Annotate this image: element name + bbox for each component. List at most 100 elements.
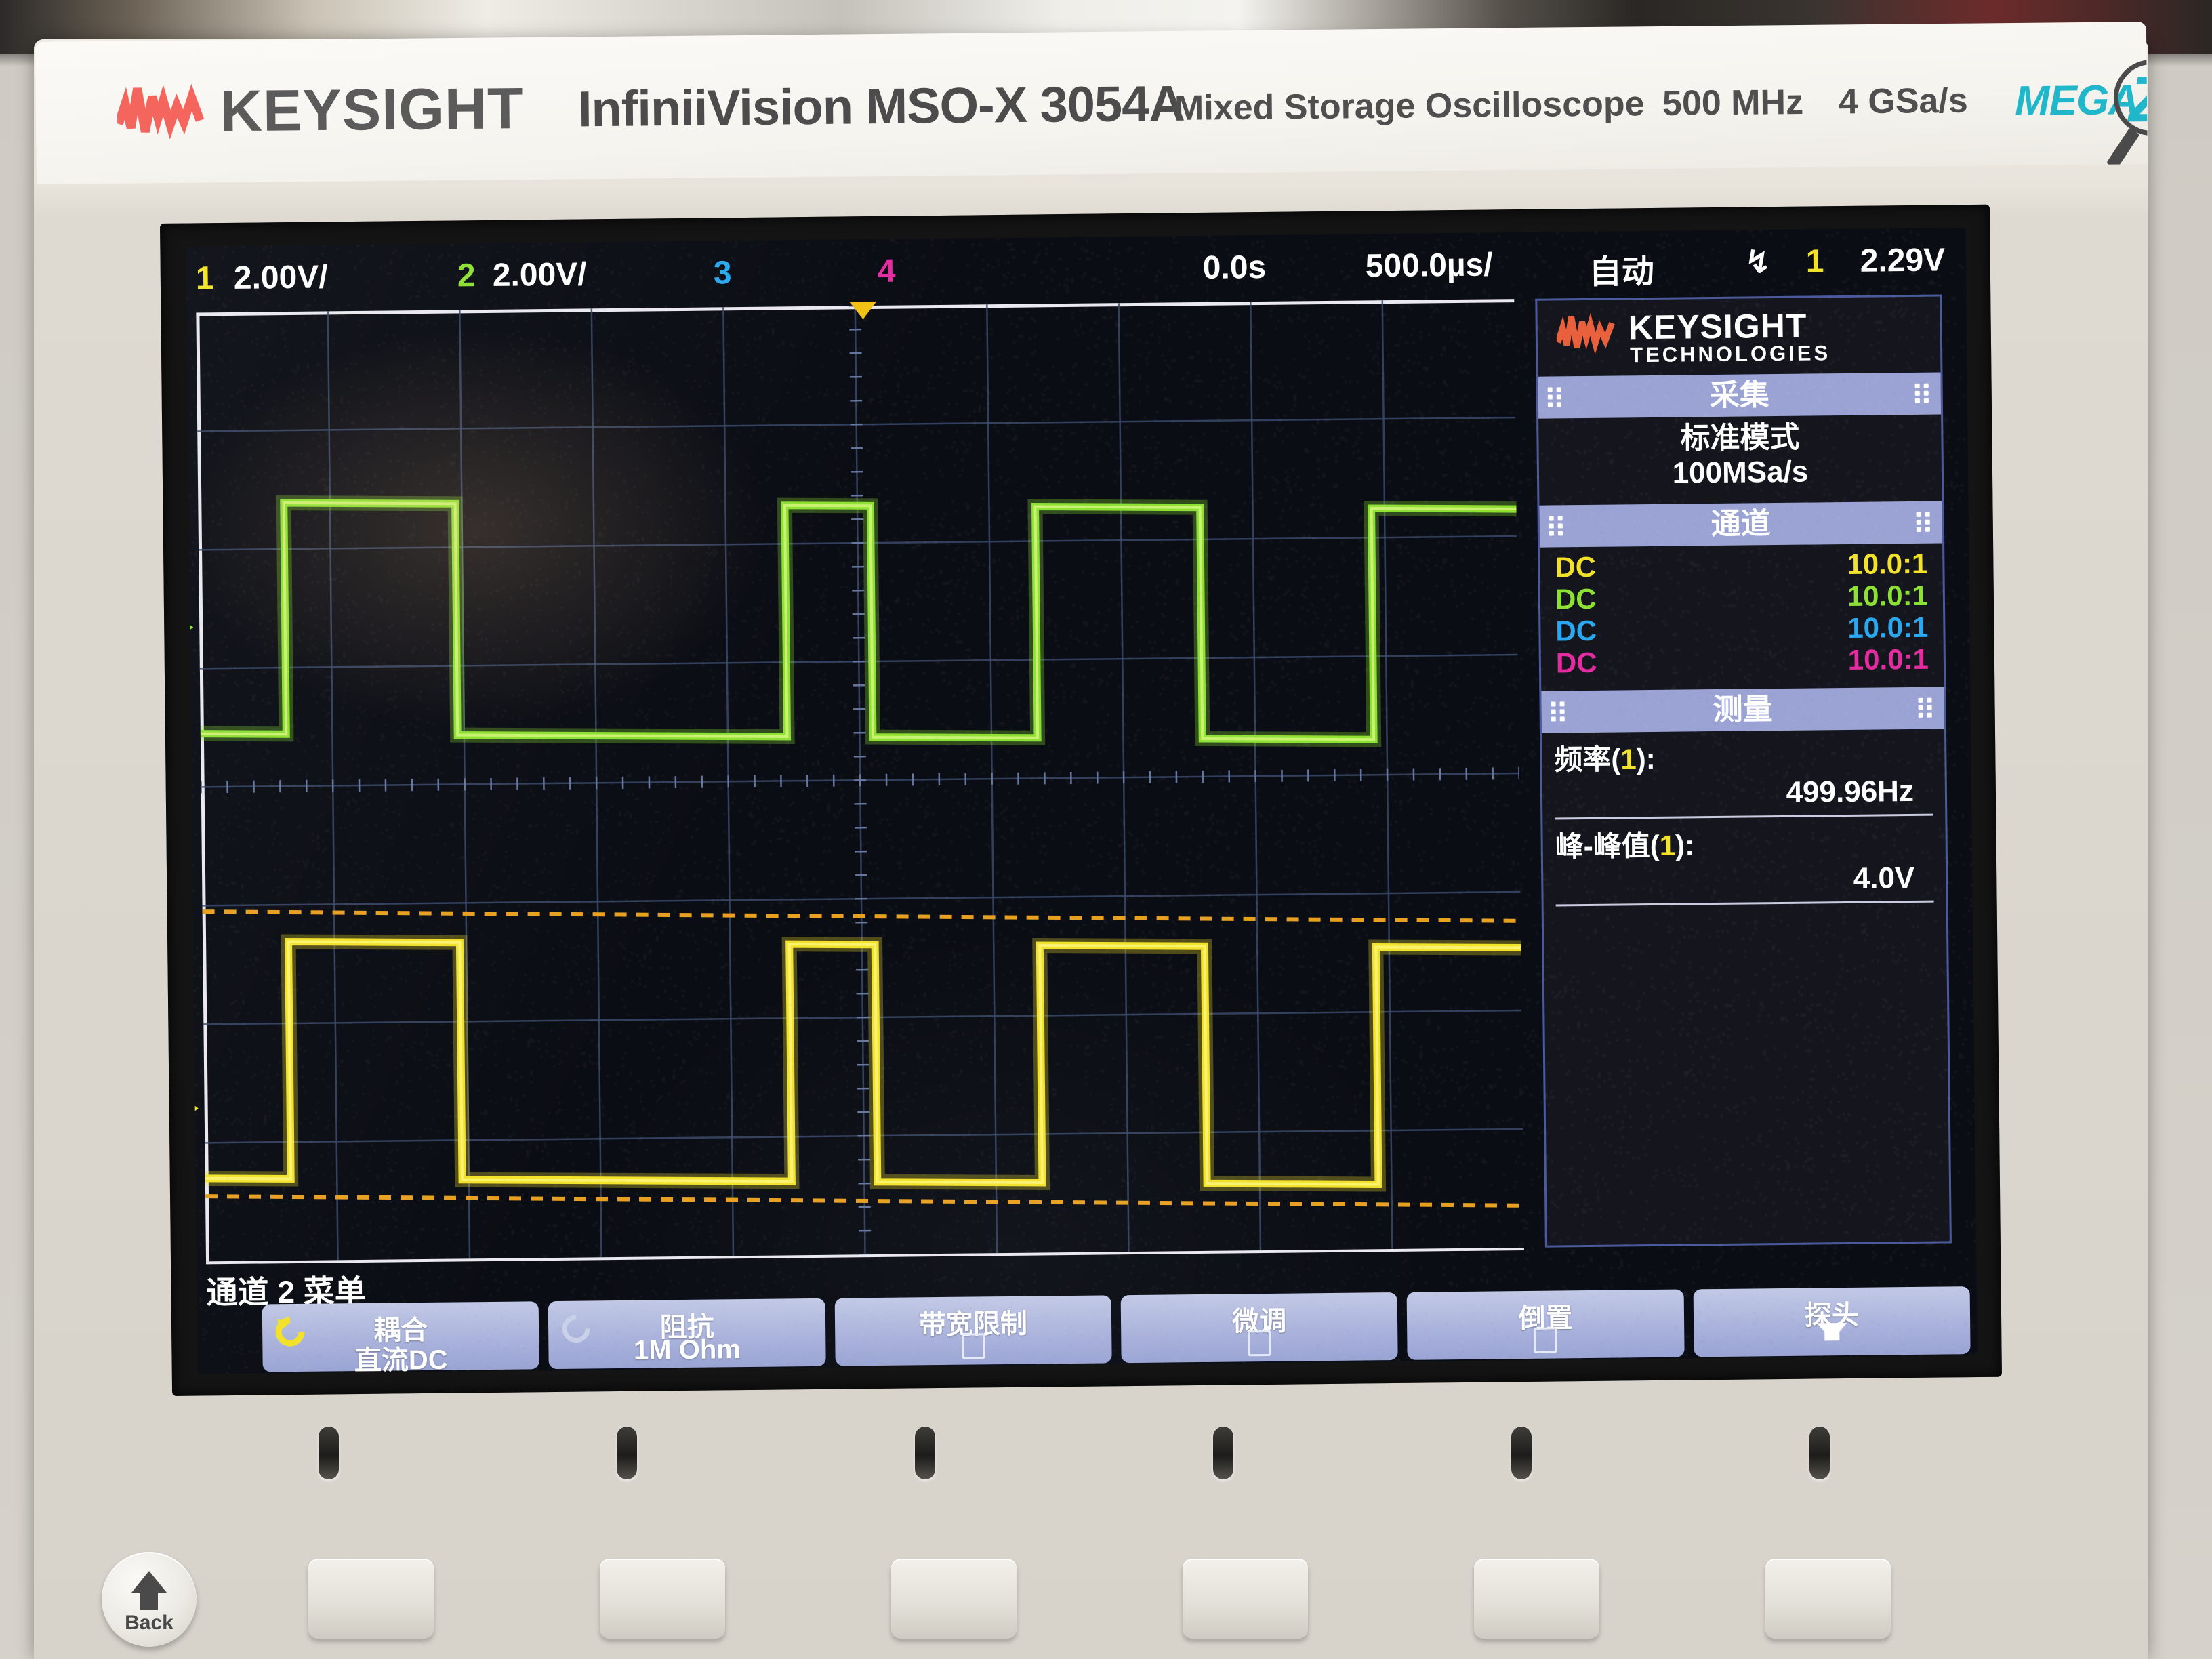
softkey-coupling[interactable]: 耦合 直流DC: [262, 1301, 539, 1372]
ch3-probe-ratio: 10.0:1: [1847, 611, 1929, 644]
softkey-button-6[interactable]: [1765, 1559, 1891, 1639]
sidebar-measure-header[interactable]: 测量: [1541, 687, 1944, 733]
status-delay[interactable]: 0.0s: [1202, 249, 1266, 287]
megazoom-logo: MEGA Z oom 1M wfms/s: [2014, 55, 2148, 165]
softkey-button-3[interactable]: [891, 1559, 1017, 1639]
graticule-and-waveforms: [196, 299, 1524, 1261]
softkey-probe[interactable]: 探头: [1693, 1286, 1970, 1357]
ch2-probe-ratio: 10.0:1: [1847, 579, 1929, 612]
ch4-probe-ratio: 10.0:1: [1848, 643, 1929, 676]
sidebar-measure-title: 测量: [1713, 693, 1773, 726]
status-ch2-scale[interactable]: 2.00V/: [493, 255, 587, 293]
front-panel-button-row: [308, 1559, 1935, 1654]
status-ch3-number[interactable]: 3: [714, 254, 732, 291]
measure-frequency-label-end: ):: [1637, 743, 1656, 775]
status-ch1-scale[interactable]: 2.00V/: [234, 258, 328, 296]
up-arrow-icon: [131, 1571, 167, 1593]
sidebar-channel-title: 通道: [1711, 507, 1771, 541]
softkey-knob[interactable]: [915, 1427, 935, 1479]
drag-grip-icon: [1549, 516, 1565, 536]
trigger-edge-icon: ↯: [1744, 243, 1771, 280]
sidebar-channel-header[interactable]: 通道: [1539, 501, 1942, 548]
softkey-button-2[interactable]: [600, 1559, 725, 1639]
softkey-knob-row: [319, 1427, 1877, 1488]
ch1-ground-marker[interactable]: 1: [186, 1099, 201, 1138]
drag-grip-icon: [1551, 701, 1568, 722]
sidebar-measure-body: 频率(1): 499.96Hz 峰-峰值(1): 4.0V: [1542, 729, 1946, 918]
sidebar-logo-sub: TECHNOLOGIES: [1630, 341, 1830, 367]
acquire-mode: 标准模式: [1551, 419, 1929, 457]
megazoom-z-text: Z: [2128, 62, 2147, 138]
ch4-coupling: DC: [1556, 647, 1597, 679]
measure-vpp-label-end: ):: [1675, 830, 1694, 861]
spec-bandwidth: 500 MHz: [1662, 82, 1804, 124]
spec-sample-rate: 4 GSa/s: [1839, 81, 1968, 123]
model-description: Mixed Storage Oscilloscope: [1174, 83, 1645, 129]
drag-grip-icon: [1915, 384, 1931, 404]
softkey-button-5[interactable]: [1474, 1559, 1599, 1639]
channel-row: DC 10.0:1: [1553, 579, 1931, 615]
softkey-knob[interactable]: [1809, 1427, 1830, 1479]
softkey-button-4[interactable]: [1183, 1559, 1308, 1639]
drag-grip-icon: [1918, 698, 1934, 718]
drag-grip-icon: [1548, 387, 1564, 407]
softkey-knob[interactable]: [617, 1427, 637, 1479]
keysight-logo-icon: [1556, 312, 1616, 355]
fine-checkbox[interactable]: [1248, 1330, 1271, 1356]
waveform-area[interactable]: 2 1 T: [196, 299, 1524, 1261]
ch2-ground-marker[interactable]: 2: [186, 617, 196, 657]
measure-divider: [1556, 901, 1934, 907]
sidebar-acquire-body: 标准模式 100MSa/s: [1538, 414, 1942, 498]
channel-row: DC 10.0:1: [1553, 643, 1931, 679]
ch1-probe-ratio: 10.0:1: [1847, 548, 1928, 580]
ch3-coupling: DC: [1555, 615, 1597, 647]
softkey-coupling-value: 直流DC: [262, 1336, 539, 1374]
brand-wordmark: KEYSIGHT: [220, 75, 525, 145]
measure-frequency-label-text: 频率(: [1554, 743, 1620, 776]
status-trigger-mode[interactable]: 自动: [1589, 245, 1654, 293]
softkey-impedance[interactable]: 阻抗 1M Ohm: [548, 1298, 825, 1369]
info-sidebar: KEYSIGHT TECHNOLOGIES 采集 标准模式 100MSa/s 通…: [1535, 294, 1952, 1247]
softkey-knob[interactable]: [319, 1427, 339, 1479]
softkey-fine[interactable]: 微调: [1121, 1292, 1398, 1363]
sidebar-logo: KEYSIGHT TECHNOLOGIES: [1537, 297, 1940, 377]
channel-row: DC 10.0:1: [1552, 548, 1930, 583]
softkey-knob[interactable]: [1213, 1427, 1233, 1479]
ch1-coupling: DC: [1555, 551, 1596, 583]
ch2-coupling: DC: [1555, 583, 1597, 615]
status-ch1-number[interactable]: 1: [196, 260, 214, 297]
status-trigger-level[interactable]: 2.29V: [1860, 241, 1945, 279]
sidebar-acquire-title: 采集: [1710, 378, 1770, 412]
status-timebase[interactable]: 500.0µs/: [1365, 246, 1492, 285]
status-trigger-source[interactable]: 1: [1805, 243, 1824, 280]
measure-frequency-source: 1: [1620, 743, 1637, 775]
bw-limit-checkbox[interactable]: [962, 1333, 985, 1359]
invert-checkbox[interactable]: [1534, 1328, 1557, 1353]
status-ch2-number[interactable]: 2: [457, 257, 476, 294]
softkey-button-1[interactable]: [308, 1559, 434, 1639]
softkey-knob[interactable]: [1511, 1427, 1532, 1479]
ground-symbol-icon: [186, 617, 196, 653]
status-ch4-number[interactable]: 4: [878, 253, 896, 290]
softkey-impedance-value: 1M Ohm: [549, 1334, 826, 1367]
measure-vpp-label-text: 峰-峰值(: [1555, 830, 1659, 863]
sidebar-channel-body: DC 10.0:1 DC 10.0:1 DC 10.0:1 DC 10.0:1: [1540, 544, 1944, 686]
sidebar-acquire-header[interactable]: 采集: [1538, 372, 1941, 418]
trigger-position-marker[interactable]: [849, 302, 876, 319]
model-name: InfiniiVision MSO-X 3054A: [578, 75, 1185, 138]
acquire-sample-rate: 100MSa/s: [1551, 453, 1930, 492]
measure-frequency-value: 499.96Hz: [1555, 775, 1933, 813]
measure-vpp-source: 1: [1659, 830, 1675, 861]
measure-vpp-value: 4.0V: [1555, 861, 1933, 899]
channel-row: DC 10.0:1: [1553, 611, 1931, 647]
submenu-arrow-icon: [1817, 1323, 1847, 1340]
softkey-invert[interactable]: 倒置: [1407, 1290, 1684, 1360]
back-button[interactable]: Back: [102, 1552, 197, 1647]
keysight-logo-icon: [117, 83, 206, 142]
ground-symbol-icon: [186, 1099, 201, 1134]
measure-divider: [1555, 814, 1933, 820]
measure-frequency-label: 频率(1):: [1554, 733, 1933, 779]
display-bezel: 1 2.00V/ 2 2.00V/ 3 4 0.0s 500.0µs/ 自动 ↯…: [160, 205, 2002, 1396]
lcd-screen: 1 2.00V/ 2 2.00V/ 3 4 0.0s 500.0µs/ 自动 ↯…: [186, 228, 1977, 1374]
softkey-bw-limit[interactable]: 带宽限制: [834, 1295, 1111, 1366]
